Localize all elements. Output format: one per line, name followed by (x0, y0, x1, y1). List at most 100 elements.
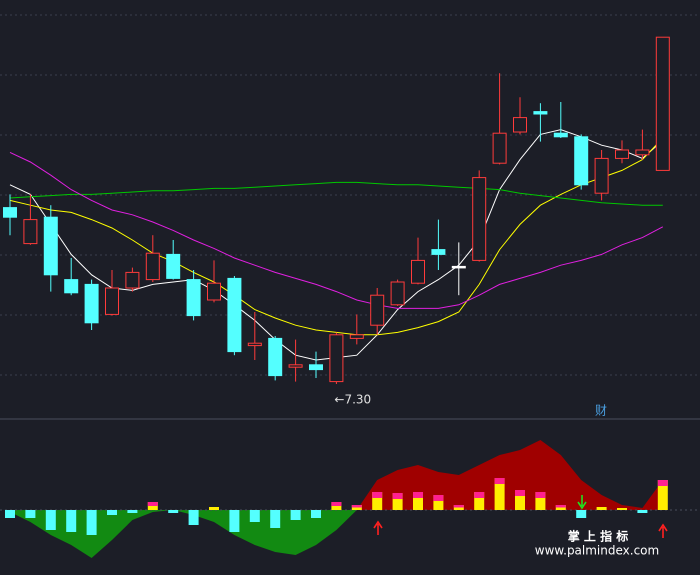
candle-body (125, 271, 140, 289)
candle-body (574, 136, 589, 186)
indicator-bar-cap (515, 490, 525, 496)
candle-body (64, 279, 79, 294)
candle (3, 194, 17, 236)
candle (635, 129, 650, 160)
finance-marker: 财 (595, 404, 607, 418)
candle-body (533, 111, 548, 115)
candle-body (23, 219, 38, 245)
indicator-bar (229, 510, 240, 532)
candle (84, 279, 99, 330)
indicator-bar (127, 510, 138, 513)
indicator-bar (107, 510, 117, 515)
indicator-bar (392, 493, 403, 510)
sell-arrow (577, 495, 587, 510)
candle-body (309, 364, 323, 371)
indicator-bar-cap (413, 492, 423, 498)
candle (533, 103, 548, 142)
candles (3, 36, 670, 384)
indicator-bar-cap (657, 480, 668, 486)
candle (390, 279, 405, 306)
candle (431, 219, 446, 270)
buy-arrow (658, 523, 668, 538)
candle-body (84, 283, 99, 324)
candle-body (207, 282, 221, 301)
grid (0, 14, 700, 376)
candle (247, 312, 262, 360)
candle (105, 270, 119, 316)
candle (125, 267, 140, 292)
candle-body (370, 294, 385, 326)
indicator-bar (188, 510, 199, 525)
indicator-bar (515, 490, 525, 510)
ma-line (9, 181, 663, 206)
indicator-bar-cap (351, 505, 362, 508)
indicator-bar-cap (555, 505, 566, 508)
candle (472, 170, 487, 262)
candle-body (513, 117, 527, 133)
candle-body (145, 252, 160, 281)
indicator-bar (86, 510, 97, 535)
indicator-bar-cap (331, 502, 342, 506)
indicator-bar-cap (535, 492, 546, 498)
candle-body (553, 132, 568, 138)
signal-arrows (373, 495, 668, 538)
indicator-bar (168, 510, 179, 513)
candle-body (247, 342, 262, 347)
candle-body (635, 149, 650, 156)
candle (451, 242, 466, 296)
candle (615, 140, 629, 164)
indicator-bar-cap (372, 492, 383, 498)
candle (186, 270, 201, 321)
candle-body (411, 259, 425, 284)
indicator-bar (290, 510, 301, 520)
indicator-bar (657, 480, 668, 510)
watermark-url: www.palmindex.com (535, 544, 659, 558)
indicator-bar (617, 508, 627, 510)
candle-body (3, 207, 17, 218)
indicator-bar (637, 510, 648, 513)
indicator-bar (596, 507, 607, 510)
candle-body (227, 277, 242, 353)
indicator-bar (413, 492, 423, 510)
low-annotation: ←7.30 (334, 393, 371, 407)
candle (513, 97, 527, 135)
indicator-bar (311, 510, 321, 518)
indicator-bar (372, 492, 383, 510)
candle-body (655, 36, 670, 171)
indicator-bar (270, 510, 281, 528)
indicator-bar (25, 510, 36, 518)
indicator-bar (5, 510, 15, 518)
candle (492, 73, 507, 165)
candle (23, 194, 38, 245)
candle-body (472, 177, 487, 261)
candle (553, 102, 568, 138)
indicator-bar (494, 478, 505, 510)
candle (329, 332, 344, 384)
candle (411, 237, 425, 285)
indicator-bar-cap (433, 495, 444, 501)
candle (64, 258, 79, 296)
indicator-bar (535, 492, 546, 510)
candle-body (105, 287, 119, 315)
indicator-bar (209, 507, 219, 510)
indicator-bar (249, 510, 260, 522)
candle (349, 314, 364, 345)
candle (655, 36, 670, 171)
candle (288, 339, 303, 382)
candle-body (186, 279, 201, 317)
candle-body (390, 281, 405, 306)
indicator-bar (66, 510, 77, 532)
candle-body (288, 364, 303, 368)
indicator-bar-cap (147, 502, 158, 506)
indicator-bar (474, 492, 485, 510)
candle (268, 336, 283, 381)
candle-body (451, 265, 466, 269)
candle (43, 205, 58, 292)
indicator-bar-cap (474, 492, 485, 498)
indicator-bar-cap (392, 493, 403, 499)
candle-body (43, 216, 58, 276)
indicator-bar (576, 510, 587, 518)
